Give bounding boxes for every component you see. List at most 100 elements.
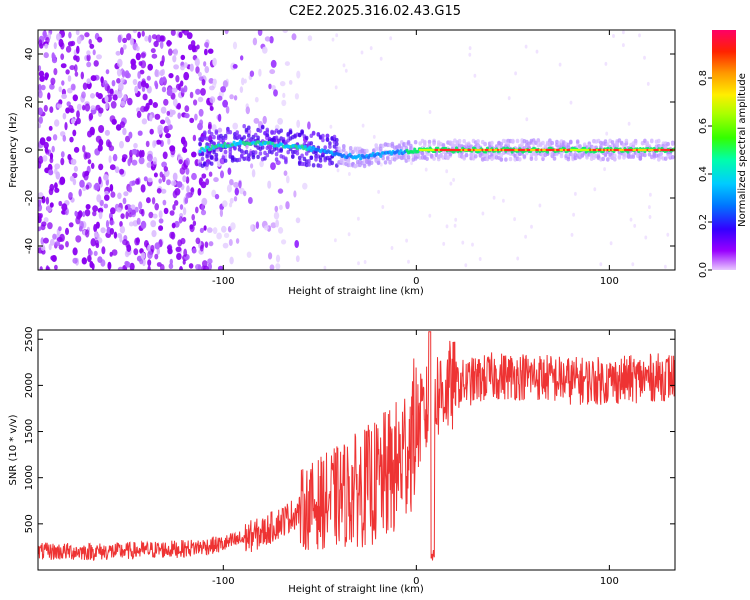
spectrogram-noise-cell (151, 53, 158, 59)
spectrogram-noise-cell (38, 199, 42, 205)
spectrogram-noise-cell (49, 83, 55, 90)
spectrogram-noise-cell (569, 100, 573, 105)
snr-panel: -100 0 100 500 1000 1500 2000 2500 Height of st… (8, 327, 676, 595)
spectrogram-noise-cell (40, 237, 45, 246)
snr-ylabel: SNR (10 * v/v) (8, 414, 19, 485)
spectrogram-noise-cell (471, 242, 474, 247)
spectrogram-noise-cell (158, 225, 164, 231)
spectrogram-noise-cell (180, 87, 185, 94)
spectrogram-signal-cell (325, 137, 330, 142)
spectrogram-noise-cell (175, 246, 182, 252)
spectrogram-noise-cell (58, 86, 62, 93)
snr-series-line (37, 331, 676, 561)
spectrogram-noise-cell (139, 208, 144, 215)
spectrogram-noise-cell (140, 80, 147, 88)
spectrogram-signal-cell (420, 151, 425, 156)
spectrogram-noise-cell (116, 207, 122, 213)
spectrogram-noise-cell (148, 211, 154, 219)
spectrogram-noise-cell (81, 91, 86, 99)
spectrogram-noise-cell (140, 252, 146, 260)
spectrogram-noise-cell (131, 148, 138, 155)
spectrogram-noise-cell (229, 256, 234, 265)
spectrogram-noise-cell (73, 146, 80, 153)
spectrogram-noise-cell (195, 66, 200, 74)
spectrogram-noise-cell (48, 125, 53, 131)
spectrogram-noise-cell (342, 63, 346, 68)
spectrogram-noise-cell (238, 180, 242, 189)
spectrogram-signal-cell (432, 156, 436, 161)
spectrogram-noise-cell (193, 99, 198, 106)
spectrogram-noise-cell (104, 129, 110, 136)
spectrogram-noise-cell (250, 224, 254, 231)
spectrogram-noise-cell (648, 205, 651, 210)
spectrogram-signal-cell (534, 156, 538, 161)
spectrogram-signal-cell (316, 132, 321, 137)
spectrogram-noise-cell (154, 113, 161, 120)
spectrogram-signal-cell (362, 163, 367, 169)
spectrogram-noise-cell (177, 239, 183, 247)
spectrogram-noise-cell (132, 30, 138, 34)
spectrogram-noise-cell (166, 179, 171, 186)
spectrogram-noise-cell (130, 58, 136, 66)
spectrogram-noise-cell (161, 188, 167, 194)
spectrogram-noise-cell (88, 113, 94, 121)
spectrogram-noise-cell (192, 247, 197, 254)
spectrogram-noise-cell (284, 61, 290, 66)
spectrogram-noise-cell (107, 261, 112, 270)
spectrogram-noise-cell (195, 237, 201, 245)
spectrogram-noise-cell (147, 244, 152, 252)
spectrogram-noise-cell (134, 206, 139, 213)
spectrogram-signal-cell (520, 141, 524, 147)
spectrogram-noise-cell (259, 160, 264, 168)
spectrogram-noise-cell (177, 153, 182, 160)
spectrogram-ytick-label: 40 (24, 48, 35, 61)
spectrogram-noise-cell (445, 169, 449, 174)
spectrogram-noise-cell (138, 156, 145, 165)
spectrogram-signal-cell (265, 153, 270, 158)
spectrogram-noise-cell (95, 221, 100, 229)
spectrogram-noise-cell (245, 106, 250, 115)
spectrogram-noise-cell (58, 38, 64, 48)
spectrogram-noise-cell (296, 70, 301, 79)
spectrogram-signal-cell (256, 154, 260, 160)
spectrogram-noise-cell (180, 54, 186, 61)
spectrogram-noise-cell (222, 242, 229, 249)
spectrogram-noise-cell (281, 239, 287, 245)
spectrogram-signal-cell (205, 136, 209, 141)
spectrogram-noise-cell (39, 75, 45, 82)
spectrogram-noise-cell (73, 165, 78, 172)
spectrogram-noise-cell (90, 93, 95, 99)
spectrogram-noise-cell (104, 95, 109, 103)
spectrogram-noise-cell (78, 188, 82, 197)
spectrogram-noise-cell (166, 245, 172, 251)
spectrogram-signal-cell (300, 129, 304, 134)
spectrogram-noise-cell (240, 55, 244, 61)
spectrogram-noise-cell (113, 231, 118, 239)
spectrogram-cells (38, 30, 675, 270)
spectrogram-noise-cell (109, 251, 113, 257)
spectrogram-noise-cell (275, 254, 281, 263)
spectrogram-noise-cell (633, 223, 637, 228)
spectrogram-noise-cell (461, 240, 465, 245)
spectrogram-noise-cell (192, 134, 197, 142)
spectrogram-noise-cell (135, 178, 140, 185)
spectrogram-noise-cell (54, 119, 60, 127)
spectrogram-noise-cell (229, 179, 234, 186)
spectrogram-noise-cell (133, 248, 139, 256)
spectrogram-noise-cell (84, 209, 91, 217)
spectrogram-noise-cell (127, 207, 133, 213)
spectrogram-signal-cell (504, 157, 508, 162)
spectrogram-noise-cell (262, 46, 268, 54)
spectrogram-noise-cell (147, 63, 153, 71)
spectrogram-noise-cell (80, 71, 85, 80)
spectrogram-noise-cell (38, 83, 42, 91)
spectrogram-noise-cell (97, 36, 103, 43)
spectrogram-signal-cell (457, 138, 462, 144)
spectrogram-noise-cell (124, 204, 129, 211)
spectrogram-noise-cell (75, 216, 81, 225)
spectrogram-noise-cell (161, 161, 168, 168)
spectrogram-noise-cell (97, 144, 103, 152)
spectrogram-noise-cell (160, 119, 166, 125)
colorbar: 0.0 0.2 0.4 0.6 0.8 Normalized spectral ampl… (698, 30, 748, 278)
